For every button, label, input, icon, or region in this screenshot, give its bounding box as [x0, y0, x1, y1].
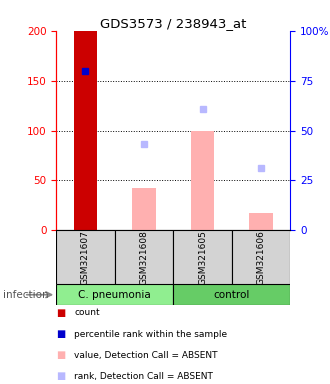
- Text: count: count: [74, 308, 100, 318]
- Bar: [132, 189, 156, 230]
- Bar: [74, 31, 97, 230]
- Bar: [249, 214, 273, 230]
- Bar: [191, 131, 214, 230]
- Bar: [56, 230, 115, 284]
- Text: control: control: [214, 290, 250, 300]
- Bar: [115, 230, 173, 284]
- Text: ■: ■: [56, 371, 65, 381]
- Text: GSM321608: GSM321608: [140, 230, 148, 285]
- Text: ■: ■: [56, 350, 65, 360]
- Text: percentile rank within the sample: percentile rank within the sample: [74, 329, 227, 339]
- Text: GSM321607: GSM321607: [81, 230, 90, 285]
- Bar: [232, 230, 290, 284]
- Text: ■: ■: [56, 308, 65, 318]
- Bar: [173, 284, 290, 305]
- Text: C. pneumonia: C. pneumonia: [78, 290, 151, 300]
- Title: GDS3573 / 238943_at: GDS3573 / 238943_at: [100, 17, 247, 30]
- Text: infection: infection: [3, 290, 49, 300]
- Text: ■: ■: [56, 329, 65, 339]
- Bar: [173, 230, 232, 284]
- Bar: [56, 284, 173, 305]
- Text: value, Detection Call = ABSENT: value, Detection Call = ABSENT: [74, 351, 218, 360]
- Text: GSM321605: GSM321605: [198, 230, 207, 285]
- Text: GSM321606: GSM321606: [257, 230, 266, 285]
- Text: rank, Detection Call = ABSENT: rank, Detection Call = ABSENT: [74, 372, 213, 381]
